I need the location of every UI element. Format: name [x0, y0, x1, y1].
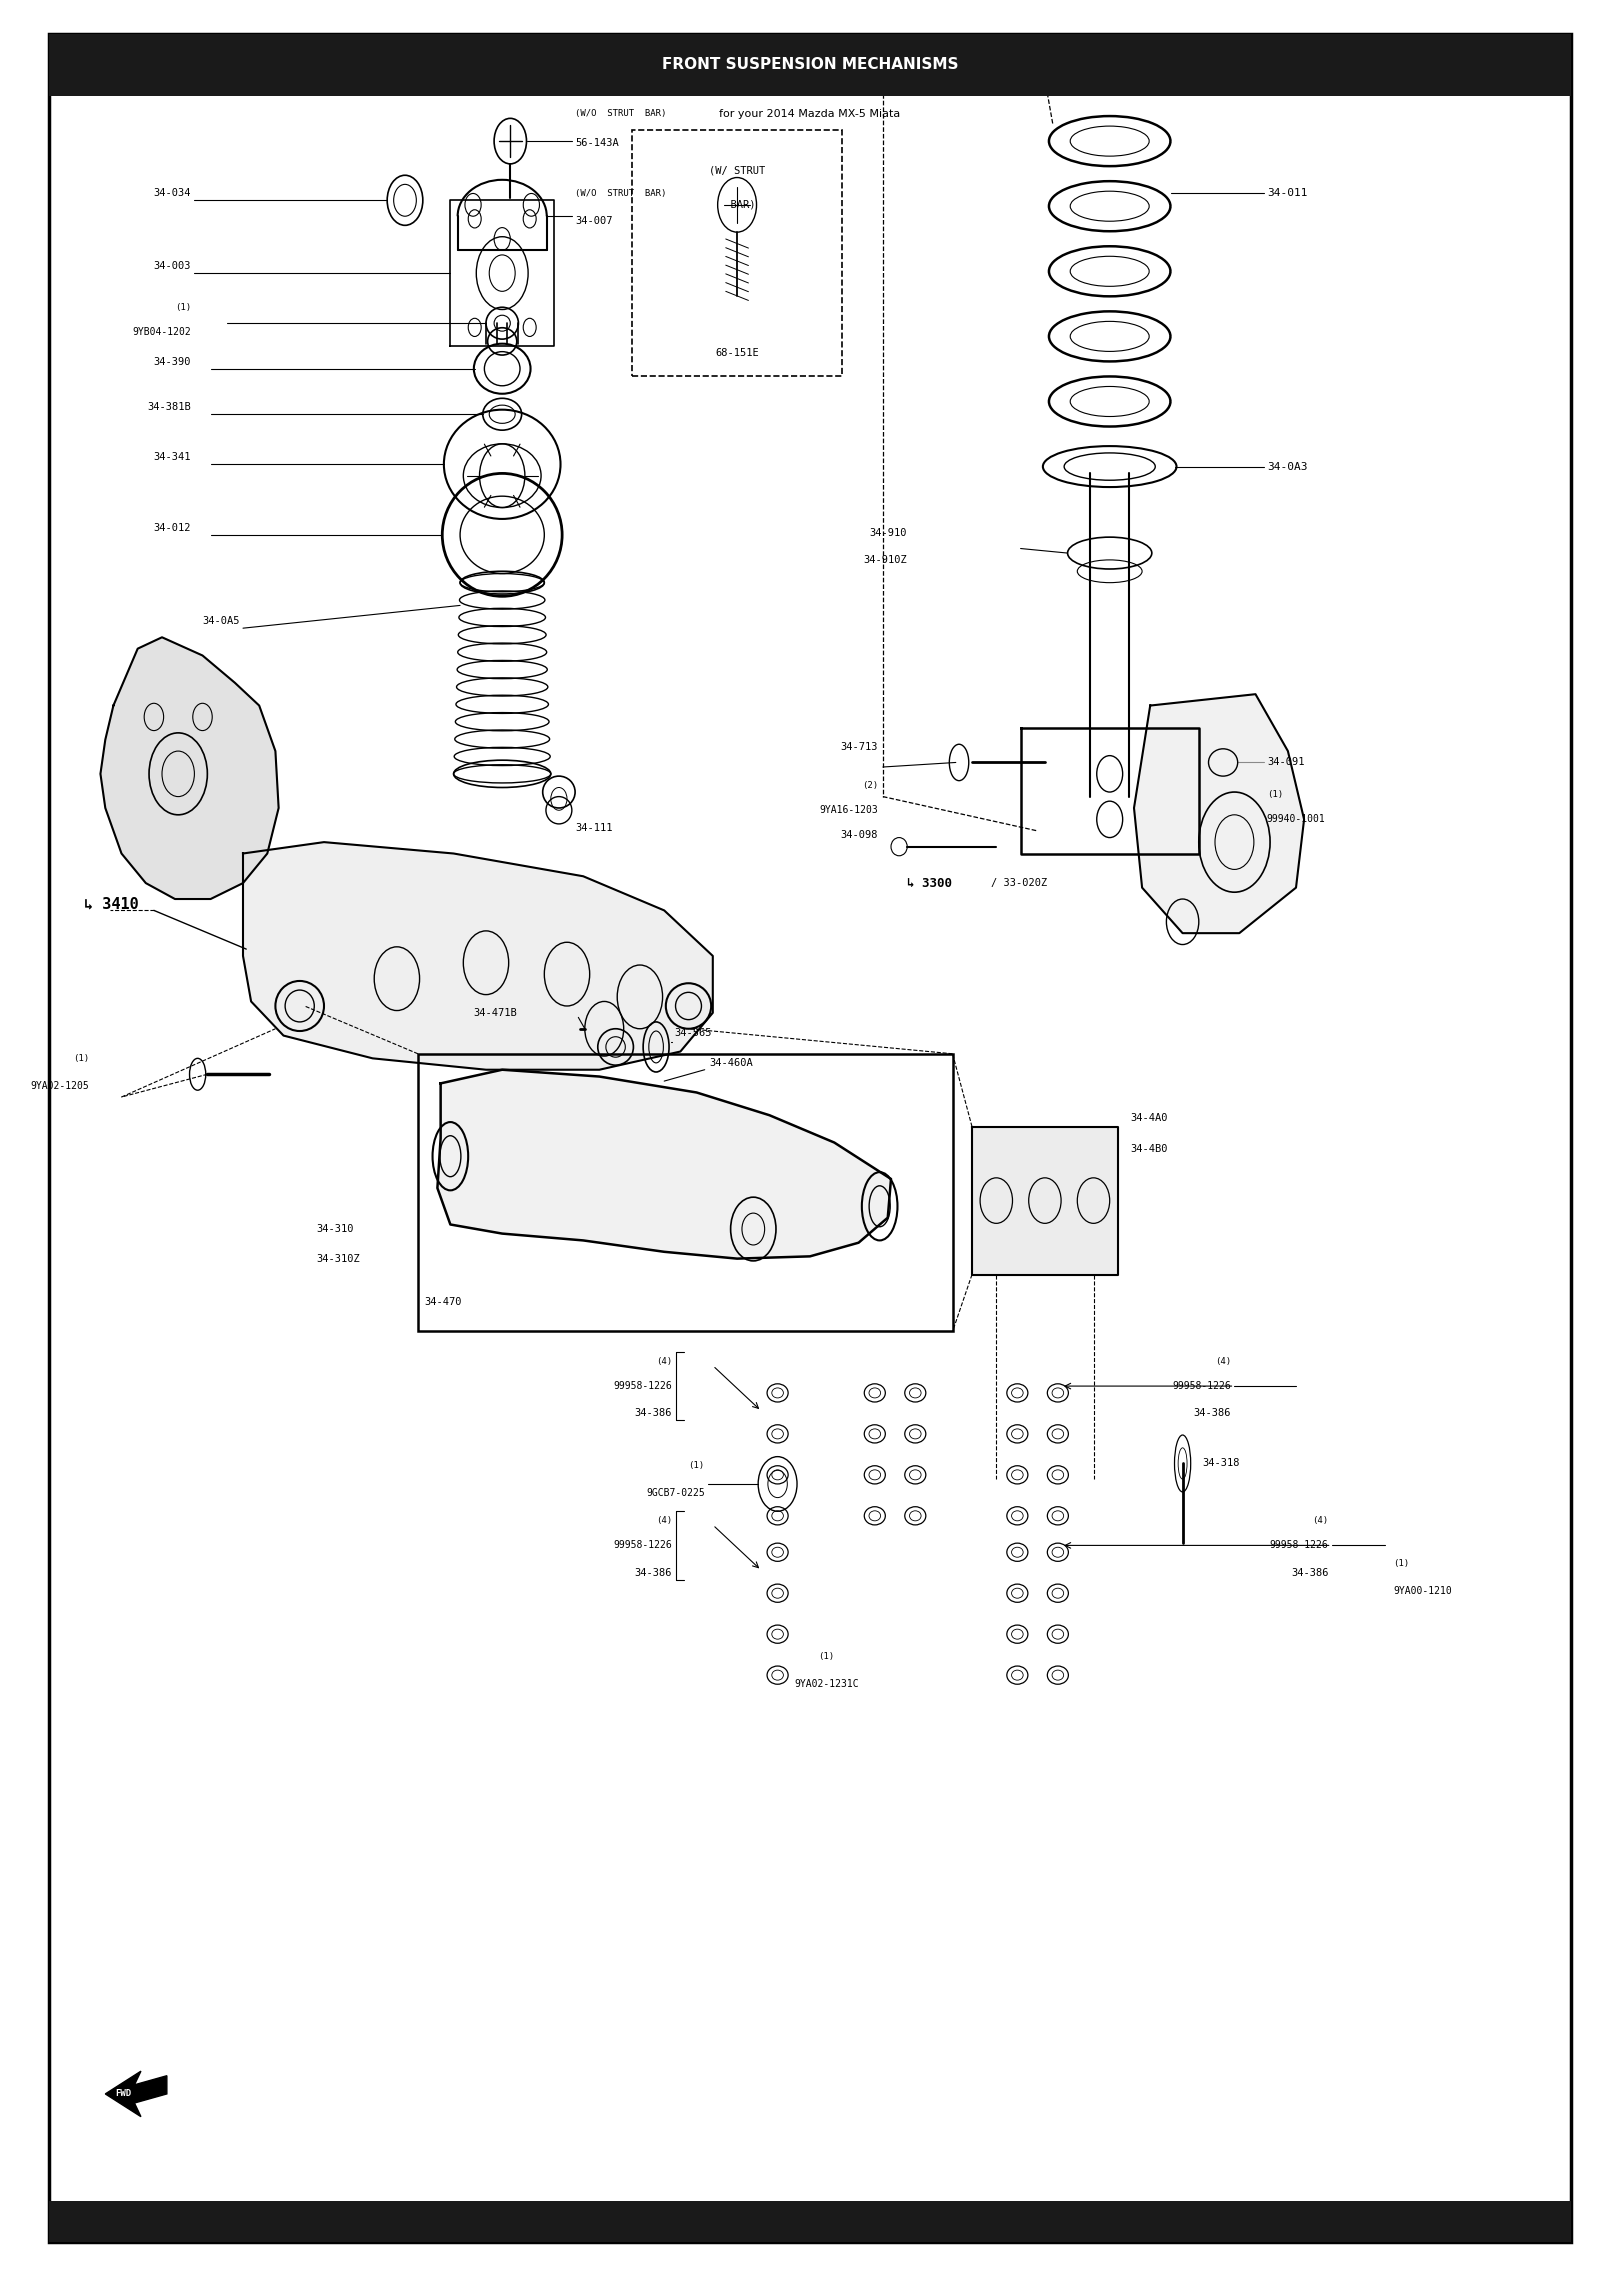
Text: 9YA16-1203: 9YA16-1203 — [820, 806, 878, 815]
Text: 9YA02-1205: 9YA02-1205 — [31, 1081, 89, 1090]
Polygon shape — [972, 1127, 1118, 1275]
Text: 34-713: 34-713 — [841, 742, 878, 751]
Text: 34-565: 34-565 — [674, 1029, 711, 1038]
Text: 99958-1226: 99958-1226 — [614, 1382, 672, 1391]
Text: (1): (1) — [818, 1652, 834, 1661]
Text: 56-143A: 56-143A — [575, 139, 619, 148]
Text: 34-386: 34-386 — [1291, 1568, 1328, 1577]
Text: 34-390: 34-390 — [154, 357, 191, 366]
Text: 99958-1226: 99958-1226 — [1270, 1541, 1328, 1550]
Text: (1): (1) — [175, 303, 191, 312]
Polygon shape — [1134, 694, 1304, 933]
Text: (2): (2) — [862, 781, 878, 790]
Text: 34-098: 34-098 — [841, 831, 878, 840]
Polygon shape — [105, 2071, 167, 2117]
Text: 34-310Z: 34-310Z — [316, 1254, 360, 1263]
Text: 34-007: 34-007 — [575, 216, 612, 225]
Text: 34-910: 34-910 — [870, 528, 907, 537]
Text: ↳ 3300: ↳ 3300 — [907, 876, 953, 890]
Text: 34-091: 34-091 — [1267, 758, 1304, 767]
Text: (1): (1) — [1267, 790, 1283, 799]
Text: 34-011: 34-011 — [1267, 189, 1307, 198]
Text: for your 2014 Mazda MX-5 Miata: for your 2014 Mazda MX-5 Miata — [719, 109, 901, 118]
Text: 34-381B: 34-381B — [147, 403, 191, 412]
Bar — [49, 2201, 1571, 2242]
Text: BAR): BAR) — [718, 200, 757, 209]
Text: 9YA02-1231C: 9YA02-1231C — [794, 1680, 859, 1689]
Text: 9YB04-1202: 9YB04-1202 — [133, 328, 191, 337]
Text: ↳ 3410: ↳ 3410 — [84, 897, 139, 910]
Text: 34-034: 34-034 — [154, 189, 191, 198]
Text: 34-0A5: 34-0A5 — [202, 617, 240, 626]
Text: 34-003: 34-003 — [154, 262, 191, 271]
Text: 99958-1226: 99958-1226 — [614, 1541, 672, 1550]
Text: (1): (1) — [73, 1054, 89, 1063]
Text: (1): (1) — [688, 1461, 705, 1470]
Polygon shape — [100, 637, 279, 899]
Text: 34-310: 34-310 — [316, 1224, 353, 1234]
Polygon shape — [437, 1070, 891, 1259]
Bar — [49, 34, 1571, 96]
Text: 34-4A0: 34-4A0 — [1131, 1113, 1168, 1122]
Text: 34-341: 34-341 — [154, 453, 191, 462]
Text: 34-460A: 34-460A — [710, 1058, 753, 1067]
Text: (4): (4) — [656, 1516, 672, 1525]
Text: (W/O  STRUT  BAR): (W/O STRUT BAR) — [575, 189, 666, 198]
Text: 99958-1226: 99958-1226 — [1173, 1382, 1231, 1391]
Text: / 33-020Z: / 33-020Z — [991, 879, 1048, 888]
Polygon shape — [243, 842, 713, 1070]
Text: 34-012: 34-012 — [154, 523, 191, 533]
Text: 34-386: 34-386 — [635, 1409, 672, 1418]
Text: 34-318: 34-318 — [1202, 1459, 1239, 1468]
Text: 9YA00-1210: 9YA00-1210 — [1393, 1586, 1452, 1595]
Text: 34-386: 34-386 — [635, 1568, 672, 1577]
Text: (4): (4) — [656, 1356, 672, 1366]
Text: 34-386: 34-386 — [1194, 1409, 1231, 1418]
Bar — [632, 130, 842, 376]
Text: (4): (4) — [1312, 1516, 1328, 1525]
Text: 99940-1001: 99940-1001 — [1267, 815, 1325, 824]
Text: (W/O  STRUT  BAR): (W/O STRUT BAR) — [575, 109, 666, 118]
Text: (W/ STRUT: (W/ STRUT — [710, 166, 765, 175]
Text: 34-471B: 34-471B — [473, 1008, 517, 1017]
Text: 9GCB7-0225: 9GCB7-0225 — [646, 1489, 705, 1498]
Text: 34-111: 34-111 — [575, 824, 612, 833]
Text: 34-470: 34-470 — [424, 1297, 462, 1306]
Text: 34-4B0: 34-4B0 — [1131, 1145, 1168, 1154]
Text: FWD: FWD — [115, 2089, 131, 2098]
Text: 34-910Z: 34-910Z — [863, 555, 907, 564]
Text: 68-151E: 68-151E — [714, 348, 760, 357]
Bar — [418, 1054, 953, 1331]
Text: (1): (1) — [1393, 1559, 1409, 1568]
Text: (4): (4) — [1215, 1356, 1231, 1366]
Text: FRONT SUSPENSION MECHANISMS: FRONT SUSPENSION MECHANISMS — [661, 57, 959, 73]
Text: 34-0A3: 34-0A3 — [1267, 462, 1307, 471]
